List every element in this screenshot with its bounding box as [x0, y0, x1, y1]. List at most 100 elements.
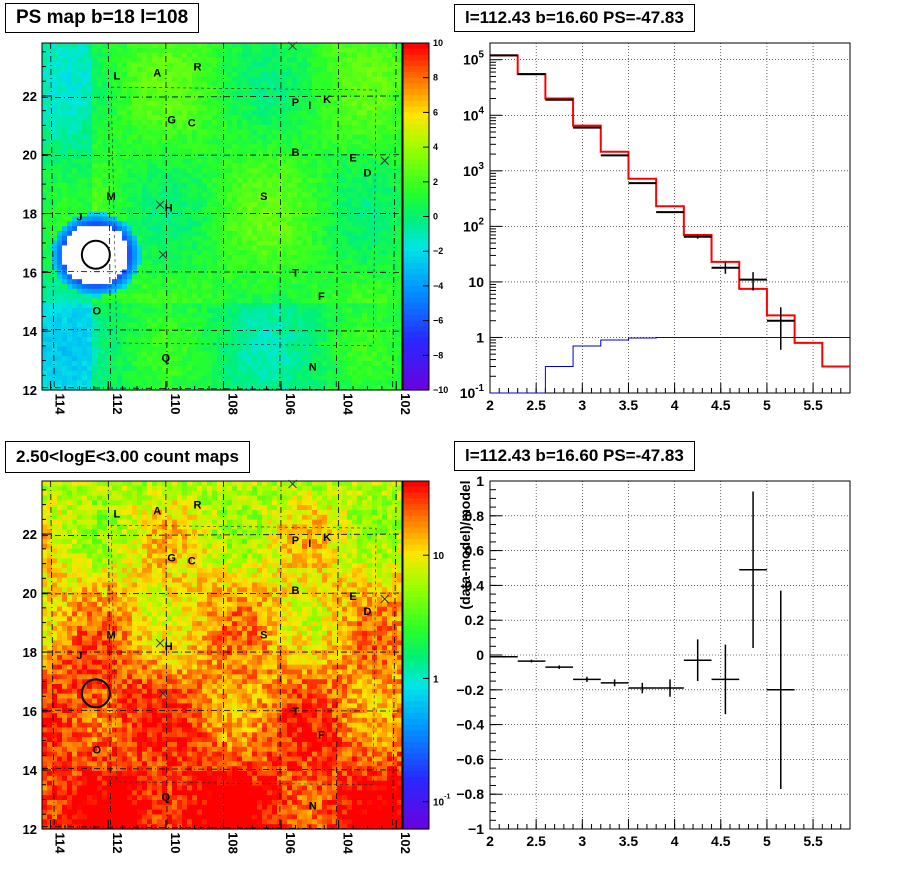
count-grid-line	[41, 592, 403, 595]
count-grid-line	[41, 768, 403, 771]
spectrum-axes-y-tick-label: 104	[463, 105, 485, 123]
count-x-tick-label: 110	[168, 833, 183, 854]
count-colorbar-band	[403, 747, 429, 755]
count-colorbar-band	[403, 498, 429, 505]
source-label-C: C	[188, 556, 196, 568]
source-label-H: H	[165, 641, 173, 653]
count-colorbar-band	[403, 765, 429, 772]
count-colorbar-band	[403, 666, 429, 673]
count-colorbar-band	[403, 805, 429, 813]
count-colorbar-band	[403, 614, 429, 621]
ps-colorbar-band	[403, 210, 429, 218]
ps-grid-line	[335, 42, 340, 391]
count-colorbar-band	[403, 689, 429, 697]
ps-colorbar-band	[403, 303, 429, 310]
count-colorbar-band	[403, 550, 429, 557]
ps-colorbar-band	[403, 372, 429, 380]
source-label-G: G	[167, 114, 176, 126]
source-label-S: S	[260, 629, 267, 641]
residual-axes-y-tick-label: −0.6	[456, 751, 484, 767]
ps-colorbar-band	[403, 83, 429, 90]
ps-colorbar-band	[403, 274, 429, 281]
count-colorbar-band	[403, 504, 429, 511]
ps-grid-line	[50, 42, 55, 391]
spectrum-axes-x-tick-label: 3	[578, 397, 586, 413]
ps-colorbar-band	[403, 251, 429, 258]
count-colorbar-band	[403, 817, 429, 824]
ps-y-tick-label: 20	[23, 148, 37, 163]
residual-axes-y-tick-label: −0.8	[456, 786, 484, 802]
ps-colorbar-band	[403, 268, 429, 275]
source-label-Q: Q	[162, 792, 171, 804]
source-label-S: S	[260, 191, 267, 203]
ps-colorbar-label: 10	[433, 38, 443, 48]
source-cross-marker	[288, 41, 297, 51]
ps-colorbar-band	[403, 106, 429, 113]
count-grid-line	[107, 480, 112, 830]
residual-axes-x-tick-label: 3	[578, 833, 586, 849]
source-label-P: P	[292, 535, 299, 547]
ps-colorbar-band	[403, 141, 429, 148]
count-colorbar-label: 1	[433, 674, 439, 685]
source-label-G: G	[167, 553, 176, 565]
ps-colorbar-band	[403, 366, 429, 374]
ps-grid-line	[41, 95, 403, 98]
ps-colorbar-band	[403, 332, 429, 339]
count-x-tick-label: 104	[341, 832, 356, 854]
count-colorbar-band	[403, 660, 429, 668]
spectrum-axes-x-tick-label: 2	[486, 397, 494, 413]
ps-colorbar-label: 0	[433, 212, 438, 222]
ps-colorbar-label: 6	[433, 107, 438, 117]
residual-title: l=112.43 b=16.60 PS=-47.83	[454, 441, 695, 471]
ps-colorbar-band	[403, 314, 429, 322]
count-colorbar-band	[403, 713, 429, 720]
source-label-E: E	[349, 153, 356, 165]
ps-y-tick-label: 14	[23, 324, 38, 339]
ps-x-tick-label: 104	[341, 393, 356, 415]
count-colorbar-band	[403, 544, 429, 552]
count-colorbar-frame	[402, 480, 430, 830]
count-y-tick-label: 22	[23, 527, 37, 542]
residual-axes-x-tick-label: 5.5	[803, 833, 823, 849]
count-x-tick-label: 102	[398, 832, 413, 854]
source-label-K: K	[323, 532, 331, 544]
source-cross-marker	[158, 250, 168, 260]
ps-colorbar-label: 8	[433, 73, 438, 83]
residual-axes-x-tick-label: 2.5	[526, 833, 546, 849]
spectrum-title: l=112.43 b=16.60 PS=-47.83	[454, 4, 695, 32]
count-grid-line	[335, 480, 340, 830]
spectrum-axes-y-tick-label: 1	[476, 329, 484, 345]
count-colorbar-band	[403, 562, 429, 569]
residual-y-axis-label: (data-model)/model	[457, 480, 473, 609]
count-colorbar-band	[403, 707, 429, 714]
ps-y-tick-label: 22	[23, 89, 37, 104]
source-cross-marker	[380, 156, 390, 165]
source-label-M: M	[107, 191, 116, 203]
ps-colorbar-band	[403, 129, 429, 137]
count-roi-outline	[110, 524, 377, 786]
count-colorbar-band	[403, 492, 429, 499]
ps-colorbar-band	[403, 285, 429, 293]
residual-axes-y-tick-label: 0.4	[465, 577, 485, 593]
spectrum-axes-y-tick-label: 102	[463, 216, 485, 234]
ps-colorbar-band	[403, 384, 429, 391]
count-colorbar-band	[403, 515, 429, 523]
spectrum-axes-y-tick-label: 10	[468, 274, 484, 290]
ps-colorbar-band	[403, 158, 429, 166]
count-colorbar-band	[403, 771, 429, 778]
ps-colorbar-band	[403, 245, 429, 252]
source-label-R: R	[194, 62, 202, 74]
spectrum-axes-x-tick-label: 5	[763, 397, 771, 413]
count-map-pixels	[42, 481, 403, 830]
residual-axes-x-tick-label: 2	[486, 833, 494, 849]
count-colorbar-band	[403, 655, 429, 662]
source-cross-marker	[288, 479, 297, 489]
count-colorbar-band	[403, 643, 429, 650]
ps-colorbar-band	[403, 378, 429, 385]
ps-grid-line	[279, 42, 282, 391]
ps-colorbar-band	[403, 89, 429, 96]
source-label-A: A	[153, 67, 161, 79]
count-colorbar-band	[403, 585, 429, 592]
ps-colorbar: −10 −8 −6 −4 −2 0 2 4 6 8 10	[402, 38, 448, 395]
spectrum-axes: 2 2.5 3 3.5 4 4.5 5 5.5 10-1 1 10 102 103 104 105	[460, 42, 851, 413]
